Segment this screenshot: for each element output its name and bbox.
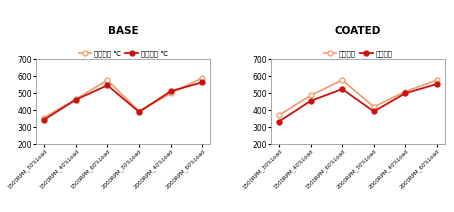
Title: BASE: BASE — [108, 26, 138, 36]
연소온도 ℃ — [200, 77, 205, 79]
Legend: 연소온도 ℃, 배기온도 ℃: 연소온도 ℃, 배기온도 ℃ — [76, 47, 171, 60]
연소온도 — [308, 94, 313, 97]
배기온도 — [308, 100, 313, 102]
배기온도 ℃ — [136, 111, 142, 113]
배기온도 — [403, 92, 408, 95]
연소온도 — [403, 90, 408, 93]
Line: 배기온도 ℃: 배기온도 ℃ — [42, 80, 205, 122]
Title: COATED: COATED — [335, 26, 381, 36]
배기온도 — [434, 83, 440, 85]
배기온도 ℃ — [105, 84, 110, 86]
배기온도 ℃ — [41, 118, 47, 121]
배기온도 — [340, 88, 345, 90]
Line: 연소온도 ℃: 연소온도 ℃ — [42, 76, 205, 120]
Line: 연소온도: 연소온도 — [276, 78, 439, 118]
배기온도 ℃ — [168, 90, 173, 92]
연소온도 ℃ — [136, 110, 142, 113]
연소온도 — [434, 79, 440, 81]
배기온도 — [371, 110, 376, 113]
배기온도 ℃ — [200, 81, 205, 84]
Legend: 연소온도, 배기온도: 연소온도, 배기온도 — [321, 47, 395, 60]
연소온도 — [371, 106, 376, 108]
연소온도 ℃ — [168, 92, 173, 95]
연소온도 — [340, 79, 345, 81]
연소온도 ℃ — [41, 116, 47, 119]
연소온도 ℃ — [105, 79, 110, 81]
연소온도 — [276, 114, 281, 117]
배기온도 ℃ — [73, 98, 79, 101]
연소온도 ℃ — [73, 98, 79, 100]
Line: 배기온도: 배기온도 — [276, 82, 439, 124]
배기온도 — [276, 120, 281, 123]
